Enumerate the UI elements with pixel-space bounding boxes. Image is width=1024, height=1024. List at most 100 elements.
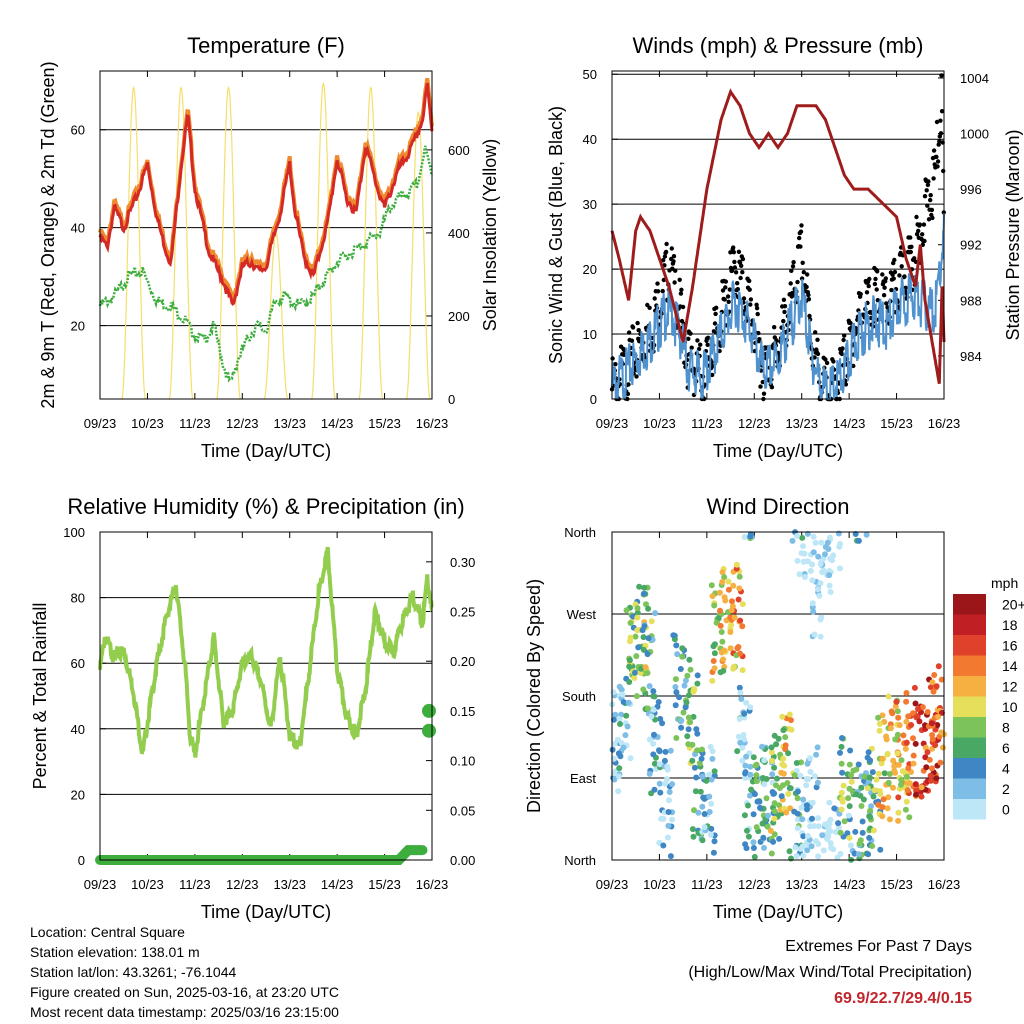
- direction-point: [750, 754, 757, 761]
- panel-2: Relative Humidity (%) & Precipitation (i…: [30, 494, 475, 922]
- direction-point: [729, 598, 735, 605]
- direction-point: [867, 757, 874, 764]
- direction-point: [835, 530, 842, 537]
- direction-point: [719, 578, 726, 585]
- gust-point: [931, 176, 936, 181]
- direction-point: [662, 748, 669, 755]
- direction-point: [632, 633, 639, 640]
- direction-point: [918, 793, 925, 800]
- direction-point: [933, 775, 940, 782]
- direction-point: [737, 650, 744, 657]
- gust-point: [875, 269, 880, 274]
- direction-point: [895, 761, 902, 768]
- direction-point: [879, 804, 886, 811]
- direction-point: [916, 718, 923, 725]
- latlon-text: Station lat/lon: 43.3261; -76.1044: [30, 964, 237, 980]
- gust-point: [712, 321, 718, 326]
- gust-point: [922, 238, 927, 244]
- direction-point: [645, 635, 652, 642]
- direction-point: [867, 807, 874, 814]
- direction-point: [845, 812, 852, 819]
- direction-point: [738, 696, 745, 702]
- direction-point: [847, 842, 854, 849]
- direction-point: [782, 734, 789, 741]
- recent-text: Most recent data timestamp: 2025/03/16 2…: [30, 1004, 339, 1020]
- gust-point: [755, 311, 760, 317]
- gust-point: [935, 159, 941, 164]
- gust-point: [747, 278, 752, 284]
- direction-point: [657, 789, 664, 796]
- direction-point: [673, 689, 680, 696]
- direction-point: [681, 682, 688, 689]
- direction-point: [744, 827, 750, 834]
- direction-point: [664, 834, 671, 841]
- direction-point: [855, 761, 862, 768]
- gust-point: [747, 287, 752, 292]
- gust-point: [610, 356, 615, 361]
- direction-point: [780, 727, 787, 734]
- legend-label: 18: [1002, 617, 1018, 633]
- direction-point: [915, 706, 921, 712]
- gust-point: [902, 274, 907, 279]
- direction-point: [846, 785, 853, 792]
- gust-point: [866, 283, 871, 289]
- gust-point: [881, 293, 887, 298]
- direction-point: [785, 791, 792, 797]
- y-tick-label: 40: [583, 132, 597, 147]
- direction-point: [780, 755, 787, 762]
- direction-point: [627, 755, 634, 762]
- direction-point: [886, 816, 893, 823]
- gust-point: [629, 338, 635, 343]
- gust-point: [732, 265, 738, 270]
- direction-point: [860, 796, 867, 803]
- direction-point: [741, 812, 748, 819]
- direction-point: [711, 838, 718, 845]
- direction-point: [875, 714, 882, 721]
- direction-point: [615, 788, 622, 795]
- gust-point: [812, 355, 817, 360]
- y2-tick-label: 400: [448, 226, 470, 241]
- direction-point: [687, 719, 694, 726]
- direction-point: [640, 590, 647, 597]
- y2-tick-label: 988: [960, 293, 982, 308]
- direction-point: [811, 631, 818, 638]
- y-tick-label: 0: [78, 853, 85, 868]
- y-tick-label: 40: [71, 722, 85, 737]
- direction-point: [672, 702, 679, 709]
- direction-point: [722, 597, 729, 604]
- direction-point: [742, 762, 749, 769]
- gust-point: [921, 222, 927, 227]
- gust-point: [740, 270, 745, 275]
- gust-point: [891, 276, 896, 281]
- direction-point: [799, 534, 806, 541]
- direction-point: [756, 798, 763, 805]
- direction-point: [796, 571, 803, 578]
- direction-point: [876, 788, 883, 795]
- direction-point: [856, 840, 863, 847]
- direction-point: [693, 774, 700, 781]
- created-text: Figure created on Sun, 2025-03-16, at 23…: [30, 984, 339, 1000]
- direction-point: [646, 770, 653, 777]
- gust-point: [660, 288, 665, 294]
- direction-point: [709, 677, 716, 684]
- direction-point: [680, 709, 687, 716]
- direction-point: [784, 780, 791, 786]
- direction-point: [876, 727, 883, 734]
- extremes-subtitle: (High/Low/Max Wind/Total Precipitation): [688, 964, 972, 981]
- direction-point: [859, 818, 866, 825]
- direction-point: [819, 569, 826, 576]
- direction-point: [810, 549, 817, 556]
- direction-point: [615, 750, 622, 757]
- direction-point: [674, 651, 681, 658]
- direction-point: [662, 780, 669, 787]
- direction-point: [677, 666, 684, 672]
- direction-point: [894, 750, 901, 757]
- direction-point: [685, 714, 692, 721]
- direction-point: [812, 539, 819, 546]
- gust-point: [671, 254, 677, 259]
- direction-point: [687, 666, 694, 673]
- gust-point: [807, 313, 812, 319]
- direction-point: [815, 815, 822, 822]
- gust-point: [938, 118, 943, 123]
- direction-point: [665, 809, 672, 815]
